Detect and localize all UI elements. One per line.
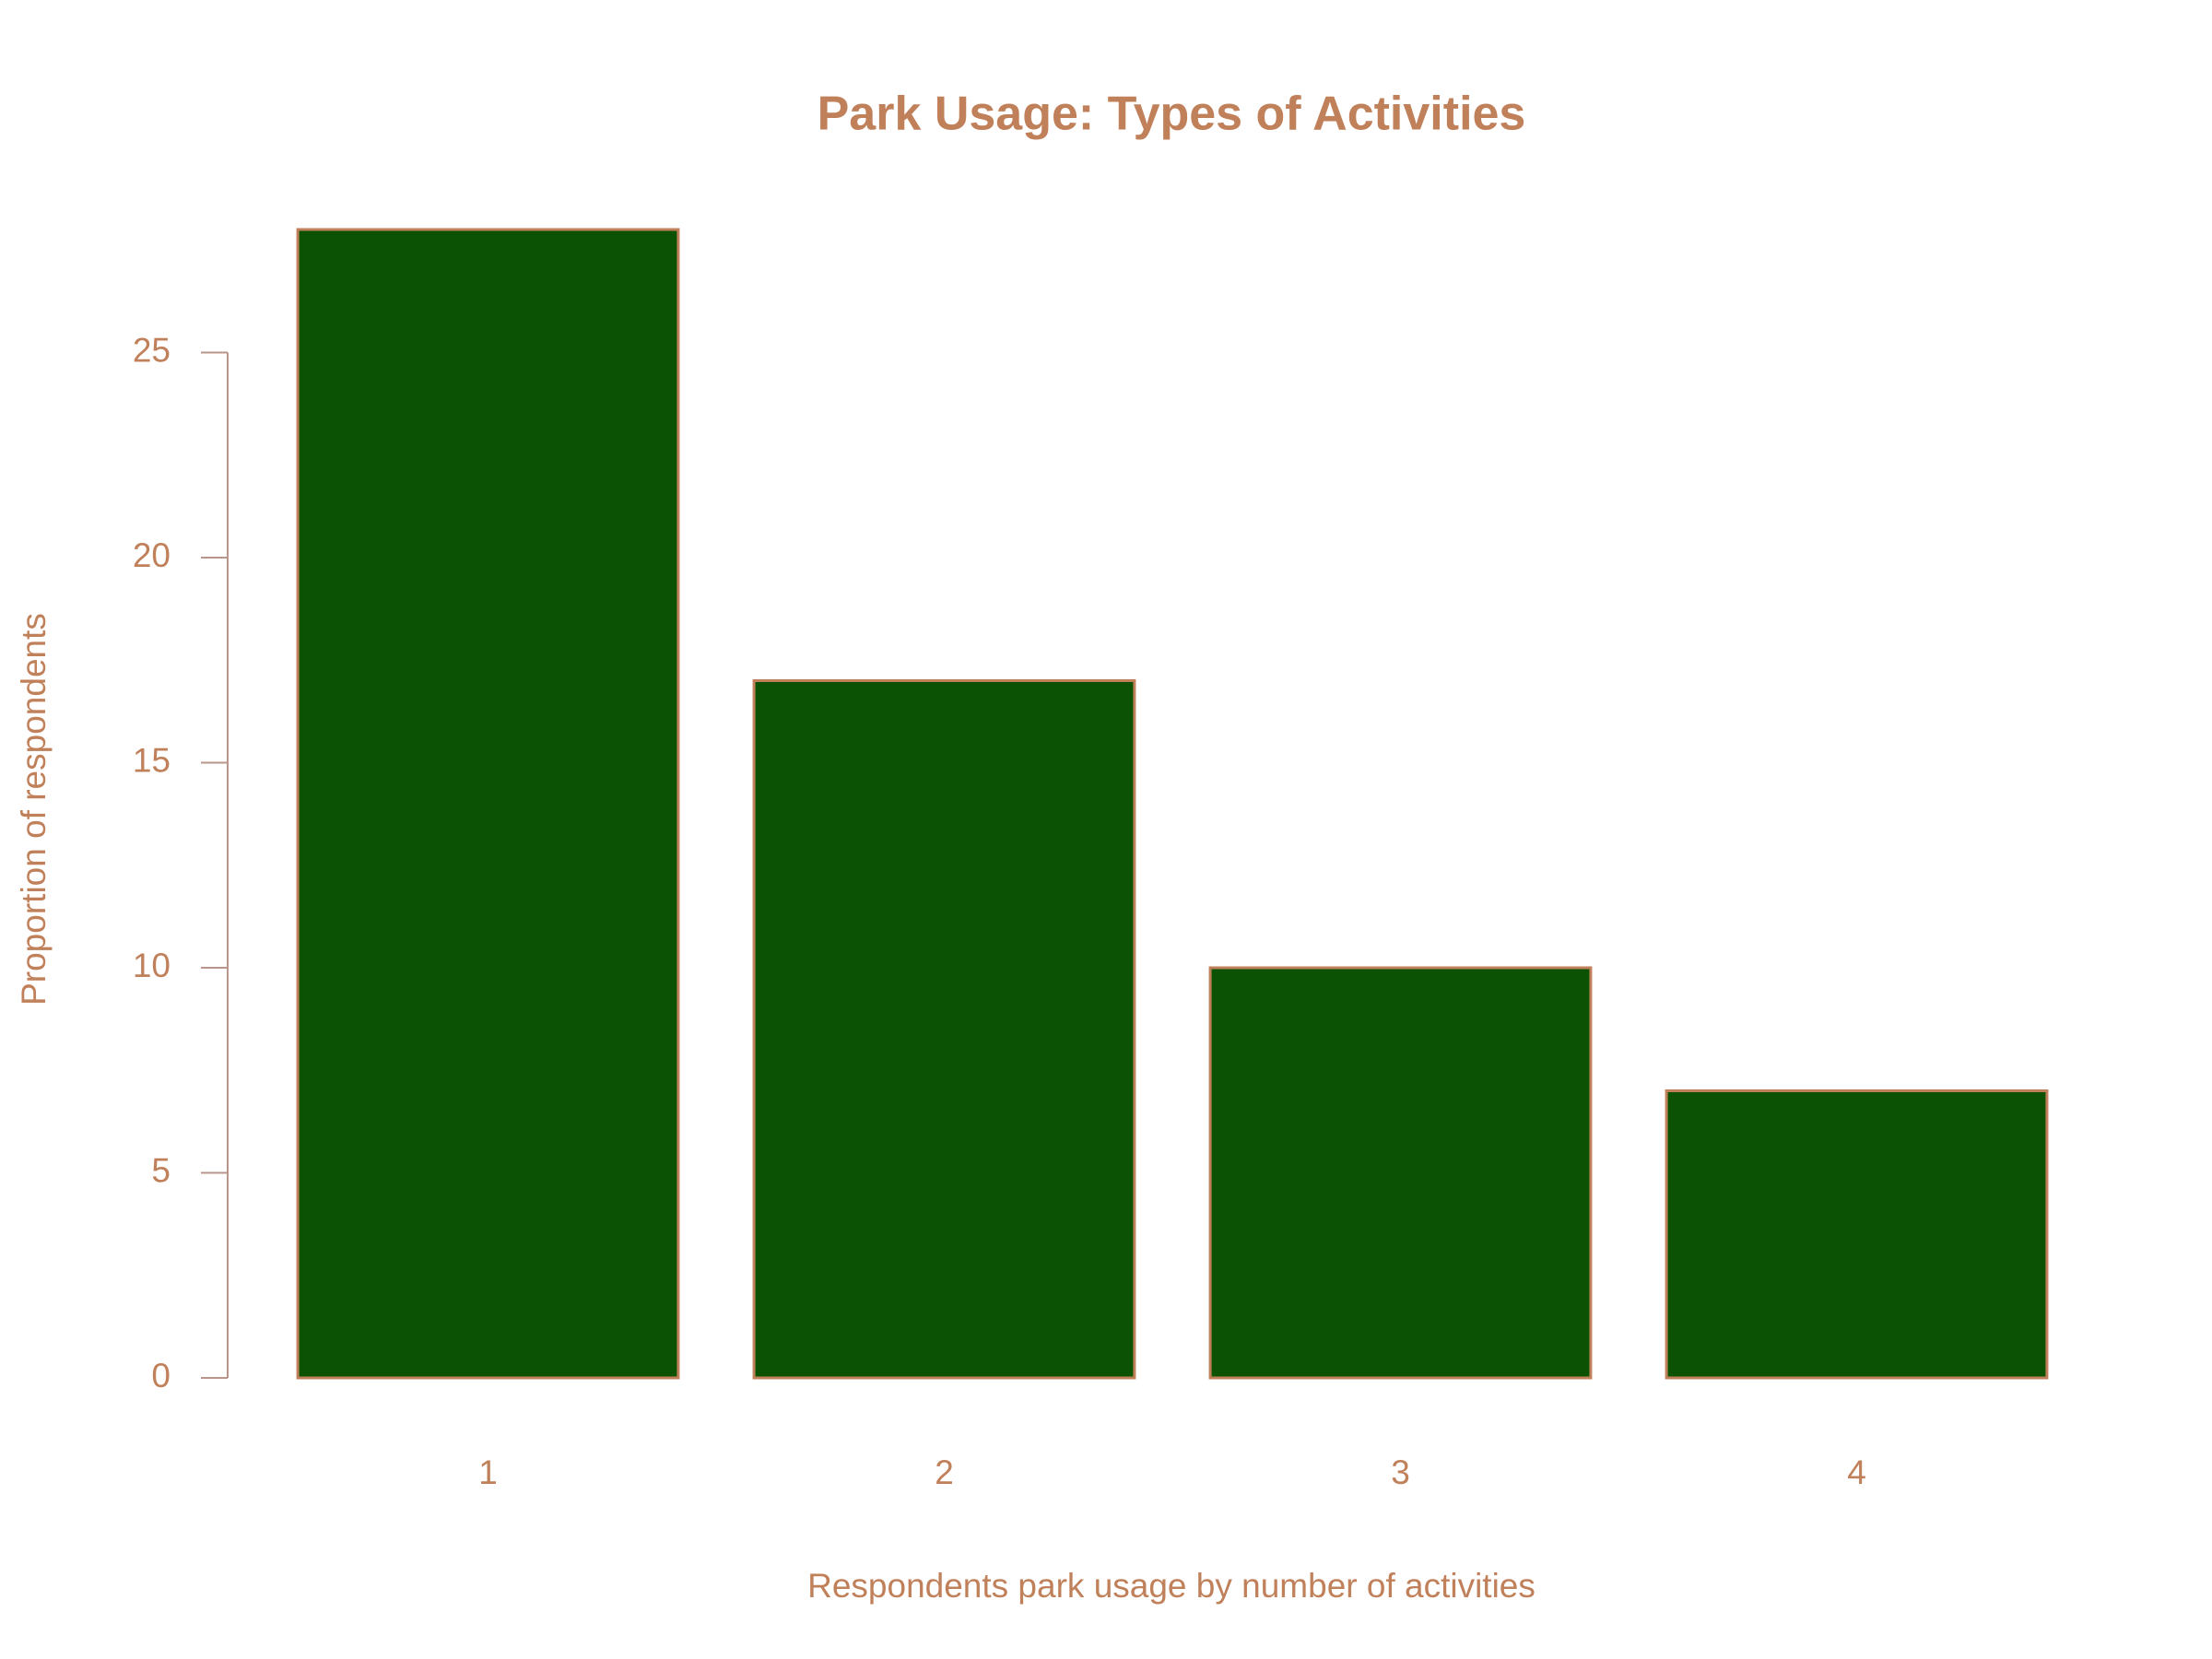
- x-tick-label: 3: [1391, 1453, 1410, 1491]
- bar: [1665, 1089, 2049, 1380]
- bar: [752, 679, 1136, 1380]
- x-axis-title: Respondents park usage by number of acti…: [807, 1567, 1535, 1605]
- y-tick-label: 5: [151, 1151, 171, 1189]
- bar: [1208, 966, 1593, 1380]
- y-tick-label: 20: [133, 536, 171, 574]
- y-tick-label: 15: [133, 741, 171, 779]
- x-tick-label: 1: [478, 1453, 498, 1491]
- x-tick-label: 2: [935, 1453, 954, 1491]
- y-tick-label: 0: [151, 1357, 171, 1394]
- chart-title: Park Usage: Types of Activities: [818, 88, 1526, 141]
- bar: [296, 228, 680, 1380]
- x-tick-label: 4: [1847, 1453, 1866, 1491]
- y-axis-title: Proportion of respondents: [15, 613, 53, 1006]
- y-tick-label: 25: [133, 331, 171, 369]
- y-tick-label: 10: [133, 947, 171, 984]
